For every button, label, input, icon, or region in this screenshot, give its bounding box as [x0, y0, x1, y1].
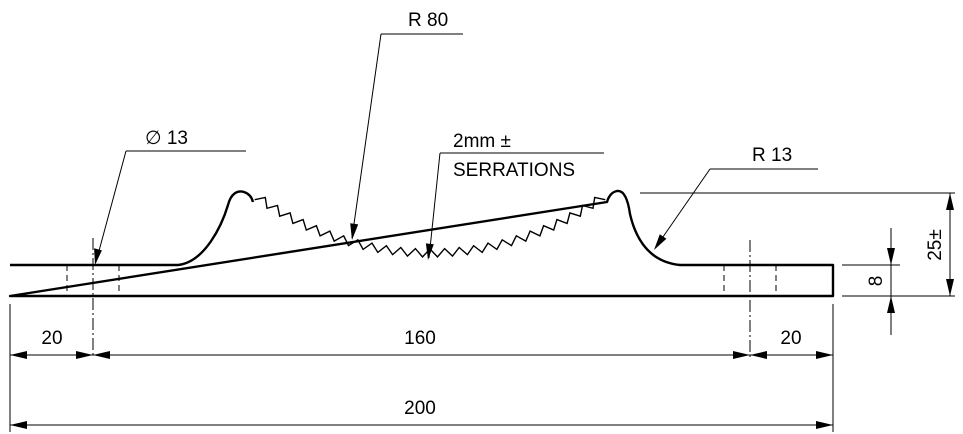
dimension-left-offset: 20 [10, 328, 93, 359]
arrowhead [76, 351, 93, 359]
dimension-right-offset: 20 [750, 328, 833, 359]
radius-large-label: R 80 [408, 10, 448, 31]
hole-right [723, 240, 777, 358]
arrowhead [425, 243, 434, 260]
radius-small-label: R 13 [752, 145, 792, 166]
leader-hole-diameter: ∅ 13 [94, 128, 246, 265]
arrowhead [654, 234, 667, 250]
leader-radius-small: R 13 [654, 145, 818, 250]
dim-right-offset-label: 20 [780, 328, 801, 349]
leader-line [351, 33, 382, 239]
dimension-overall-height: 25± [925, 193, 954, 296]
arrowhead [750, 351, 767, 359]
arrowhead [10, 421, 27, 429]
leader-line [655, 168, 711, 248]
dimension-overall-length: 200 [10, 398, 833, 429]
hole-left [66, 238, 120, 358]
dim-plate-thickness-label: 8 [866, 276, 887, 287]
arrowhead [946, 279, 954, 296]
leader-radius-large: R 80 [350, 10, 463, 240]
serration-note-label: SERRATIONS [453, 160, 575, 181]
dimension-plate-thickness: 8 [866, 228, 895, 335]
arrowhead [887, 248, 895, 265]
leader-line [428, 152, 441, 259]
hole-diameter-label: ∅ 13 [145, 128, 188, 149]
arrowhead [816, 421, 833, 429]
plate-outline [8, 189, 835, 298]
dim-hole-spacing-label: 160 [404, 328, 436, 349]
dimension-hole-spacing: 160 [93, 328, 750, 359]
arrowhead [887, 296, 895, 313]
serration-size-label: 2mm ± [453, 131, 511, 152]
arrowhead [350, 223, 359, 240]
dim-overall-height-label: 25± [925, 229, 946, 261]
arrowhead [946, 193, 954, 210]
arrowhead [93, 351, 110, 359]
leader-serrations: 2mm ± SERRATIONS [425, 131, 604, 260]
dim-overall-length-label: 200 [404, 398, 436, 419]
arrowhead [733, 351, 750, 359]
arrowhead [816, 351, 833, 359]
arrowhead [10, 351, 27, 359]
extension-lines [9, 192, 955, 432]
arrowhead [94, 248, 102, 265]
leader-line [95, 150, 127, 263]
part-outline [8, 189, 835, 298]
dim-left-offset-label: 20 [41, 328, 62, 349]
